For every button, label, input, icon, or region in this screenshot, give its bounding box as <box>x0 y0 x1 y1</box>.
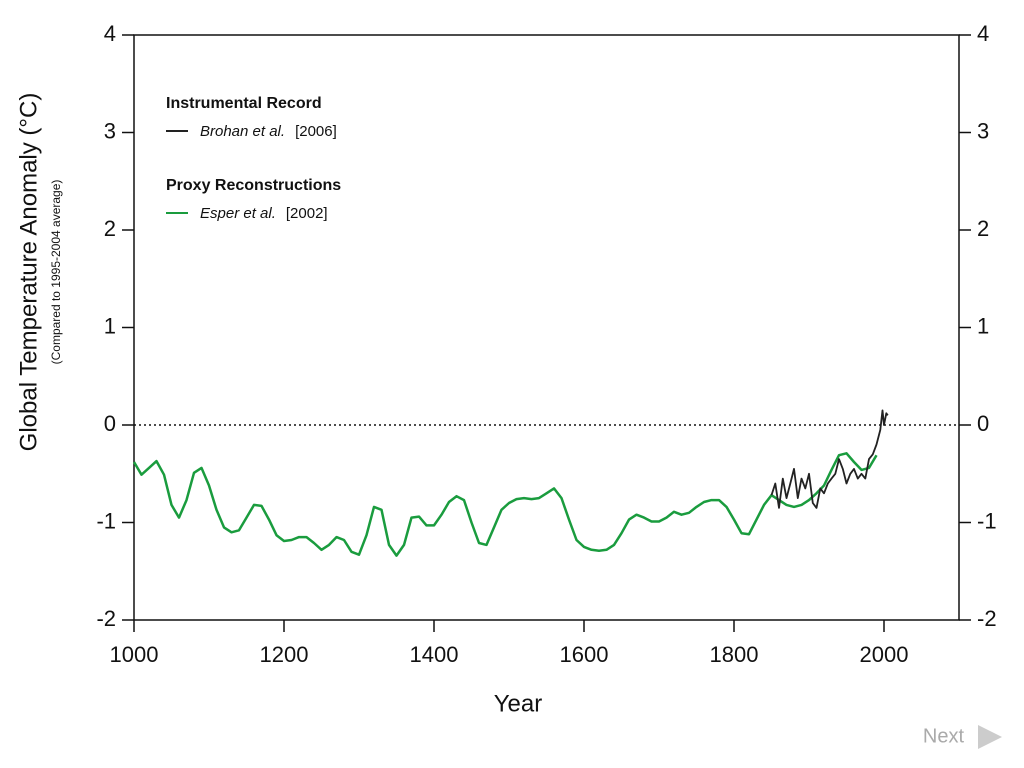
y-axis-label: Global Temperature Anomaly (°C) <box>15 93 42 452</box>
x-tick-label: 1000 <box>110 642 159 667</box>
series-line <box>132 452 878 557</box>
legend-name: Esper et al. <box>200 205 276 222</box>
next-label[interactable]: Next <box>923 725 965 747</box>
x-tick-label: 1600 <box>560 642 609 667</box>
y-tick-label: 3 <box>104 118 116 143</box>
x-tick-label: 1400 <box>410 642 459 667</box>
legend-name: Brohan et al. <box>200 123 285 140</box>
y2-tick-label: 1 <box>977 313 989 338</box>
legend-source: [2002] <box>286 205 328 222</box>
legend-group-title: Instrumental Record <box>166 95 322 112</box>
y-tick-label: 0 <box>104 411 116 436</box>
y-tick-label: 4 <box>104 21 116 46</box>
x-tick-label: 2000 <box>860 642 909 667</box>
y2-tick-label: 0 <box>977 411 989 436</box>
y-tick-label: 2 <box>104 216 116 241</box>
y2-tick-label: 2 <box>977 216 989 241</box>
y2-tick-label: -2 <box>977 606 997 631</box>
y2-tick-label: 4 <box>977 21 989 46</box>
y-axis-sublabel: (Compared to 1995-2004 average) <box>49 180 63 365</box>
x-axis-label: Year <box>494 690 543 717</box>
legend-source: [2006] <box>295 123 337 140</box>
legend-group-title: Proxy Reconstructions <box>166 177 341 194</box>
y-tick-label: -2 <box>96 606 116 631</box>
y-tick-label: -1 <box>96 508 116 533</box>
series-line <box>770 409 889 509</box>
x-tick-label: 1800 <box>710 642 759 667</box>
next-button[interactable]: Next <box>923 725 1002 749</box>
next-arrow[interactable] <box>978 725 1002 749</box>
y2-tick-label: 3 <box>977 118 989 143</box>
y-tick-label: 1 <box>104 313 116 338</box>
x-tick-label: 1200 <box>260 642 309 667</box>
y2-tick-label: -1 <box>977 508 997 533</box>
